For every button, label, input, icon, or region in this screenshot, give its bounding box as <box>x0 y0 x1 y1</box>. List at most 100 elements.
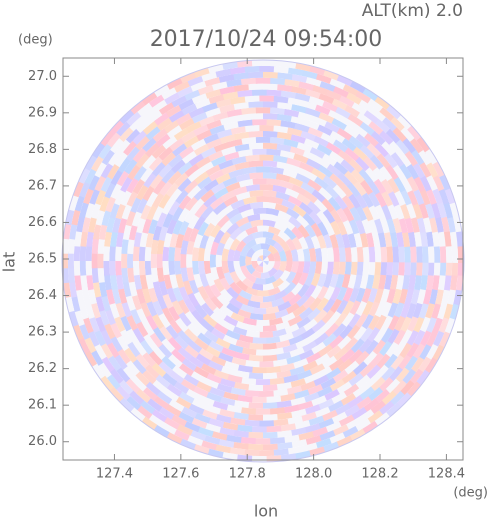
field-cell <box>305 352 322 365</box>
field-cell <box>208 63 226 74</box>
field-cell <box>434 289 444 307</box>
field-cell <box>268 226 281 236</box>
field-cell <box>395 275 405 292</box>
field-cell <box>267 252 275 262</box>
field-cell <box>106 131 122 148</box>
field-cell <box>402 232 411 249</box>
field-cell <box>187 184 202 200</box>
field-cell <box>320 261 329 276</box>
field-cell <box>208 386 225 398</box>
field-cell <box>62 236 70 254</box>
field-cell <box>361 300 374 317</box>
field-cell <box>296 431 314 441</box>
field-cell <box>332 184 348 200</box>
field-cell <box>242 317 257 326</box>
field-cell <box>171 205 184 222</box>
field-cell <box>216 98 233 108</box>
field-cell <box>304 272 315 288</box>
field-cell <box>365 232 375 249</box>
field-cell <box>336 127 354 142</box>
field-cell <box>277 102 294 111</box>
field-cell <box>291 74 309 84</box>
field-cell <box>206 137 224 150</box>
field-cell <box>304 138 321 150</box>
field-cell <box>344 261 352 276</box>
field-cell <box>168 199 181 216</box>
field-cell <box>228 297 243 310</box>
field-cell <box>355 133 372 149</box>
field-cell <box>234 161 251 171</box>
field-cell <box>79 259 87 276</box>
field-cell <box>171 94 189 108</box>
field-cell <box>315 104 333 116</box>
field-cell <box>368 352 384 369</box>
field-cell <box>293 450 311 460</box>
field-cell <box>128 406 146 422</box>
field-cell <box>223 360 240 371</box>
field-cell <box>378 232 387 249</box>
field-cell <box>375 192 388 209</box>
field-cell <box>187 214 200 230</box>
field-cell <box>225 329 241 341</box>
field-cell <box>126 145 141 162</box>
field-cell <box>251 269 262 279</box>
field-cell <box>94 174 107 192</box>
field-cell <box>366 327 381 344</box>
field-cell <box>273 66 291 74</box>
field-cell <box>233 101 251 110</box>
field-cell <box>294 337 311 350</box>
field-cell <box>317 344 333 358</box>
field-cell <box>321 441 340 453</box>
field-cell <box>296 261 305 275</box>
field-cell <box>350 246 358 262</box>
field-cell <box>359 274 369 291</box>
field-cell <box>398 342 413 360</box>
subtitle: ALT(km) 2.0 <box>362 1 463 21</box>
field-cell <box>251 252 259 261</box>
field-cell <box>322 100 340 113</box>
field-cell <box>170 347 186 363</box>
field-cell <box>332 323 347 339</box>
field-cell <box>128 280 138 297</box>
field-cell <box>418 149 433 167</box>
field-cell <box>261 414 278 421</box>
field-cell <box>336 358 353 373</box>
field-cell <box>106 215 116 233</box>
field-cell <box>212 111 230 122</box>
field-cell <box>343 360 360 376</box>
field-cell <box>236 364 253 373</box>
field-cell <box>190 138 208 151</box>
field-cell <box>398 288 408 306</box>
field-cell <box>287 97 305 107</box>
field-cell <box>399 316 412 334</box>
field-cell <box>259 301 273 309</box>
field-cell <box>207 359 224 372</box>
field-cell <box>331 98 349 111</box>
field-cell <box>192 260 200 275</box>
field-cell <box>240 265 250 277</box>
field-cell <box>82 215 92 233</box>
field-cell <box>350 407 368 421</box>
field-cell <box>252 119 269 126</box>
field-cell <box>290 326 307 339</box>
field-cell <box>158 162 174 178</box>
field-cell <box>124 157 139 175</box>
field-cell <box>361 288 372 305</box>
field-cell <box>355 205 368 223</box>
field-cell <box>219 277 231 291</box>
field-cell <box>158 145 175 161</box>
field-cell <box>332 247 340 262</box>
field-cell <box>219 304 234 318</box>
field-cell <box>161 168 177 184</box>
field-cell <box>123 139 138 156</box>
field-cell <box>427 246 435 263</box>
field-cell <box>144 245 152 261</box>
field-cell <box>373 288 384 305</box>
field-cell <box>380 366 396 383</box>
field-cell <box>359 232 369 249</box>
field-cell <box>211 400 229 411</box>
field-cell <box>432 188 444 207</box>
field-cell <box>182 373 200 387</box>
field-cell <box>381 178 394 196</box>
field-cell <box>416 136 431 154</box>
